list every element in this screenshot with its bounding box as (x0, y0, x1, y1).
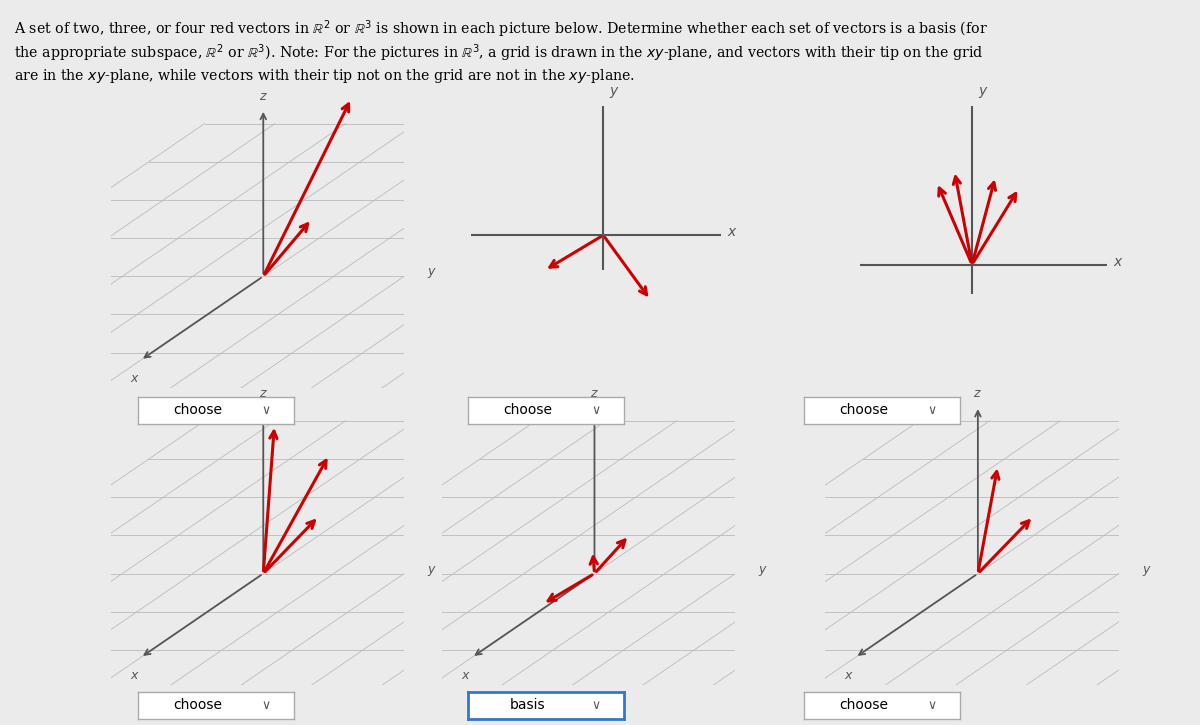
Text: $x$: $x$ (727, 225, 737, 239)
Text: choose: choose (503, 403, 552, 418)
Text: $x$: $x$ (130, 372, 139, 385)
Text: $y$: $y$ (610, 85, 620, 100)
Text: choose: choose (173, 403, 222, 418)
Text: $z$: $z$ (973, 387, 983, 400)
Text: $x$: $x$ (1112, 254, 1123, 269)
Text: $y$: $y$ (758, 563, 768, 578)
Text: choose: choose (173, 698, 222, 713)
Text: ∨: ∨ (262, 699, 270, 712)
Text: ∨: ∨ (592, 699, 600, 712)
Text: $x$: $x$ (130, 669, 139, 682)
Text: choose: choose (839, 698, 888, 713)
Text: $x$: $x$ (845, 669, 854, 682)
Text: $z$: $z$ (590, 387, 599, 400)
Text: the appropriate subspace, $\mathbb{R}^2$ or $\mathbb{R}^3$). Note: For the pictu: the appropriate subspace, $\mathbb{R}^2$… (14, 43, 984, 65)
Text: ∨: ∨ (928, 699, 936, 712)
Text: choose: choose (839, 403, 888, 418)
Text: A set of two, three, or four red vectors in $\mathbb{R}^2$ or $\mathbb{R}^3$ is : A set of two, three, or four red vectors… (14, 18, 989, 40)
Text: $y$: $y$ (978, 85, 989, 100)
Text: are in the $xy$-plane, while vectors with their tip not on the grid are not in t: are in the $xy$-plane, while vectors wit… (14, 67, 636, 86)
Text: $y$: $y$ (427, 266, 437, 281)
Text: $z$: $z$ (259, 387, 268, 400)
Text: ∨: ∨ (262, 404, 270, 417)
Text: $y$: $y$ (1141, 563, 1152, 578)
Text: basis: basis (510, 698, 545, 713)
Text: $z$: $z$ (259, 90, 268, 103)
Text: $y$: $y$ (427, 563, 437, 578)
Text: ∨: ∨ (928, 404, 936, 417)
Text: $x$: $x$ (461, 669, 470, 682)
Text: ∨: ∨ (592, 404, 600, 417)
